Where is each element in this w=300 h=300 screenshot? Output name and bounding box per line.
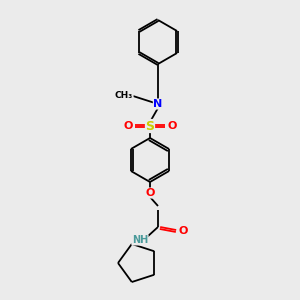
Text: S: S	[146, 119, 154, 133]
Text: O: O	[145, 188, 155, 198]
Text: O: O	[123, 121, 133, 131]
Text: NH: NH	[132, 235, 148, 245]
Text: N: N	[153, 99, 163, 109]
Text: O: O	[167, 121, 177, 131]
Text: O: O	[178, 226, 188, 236]
Text: CH₃: CH₃	[115, 92, 133, 100]
